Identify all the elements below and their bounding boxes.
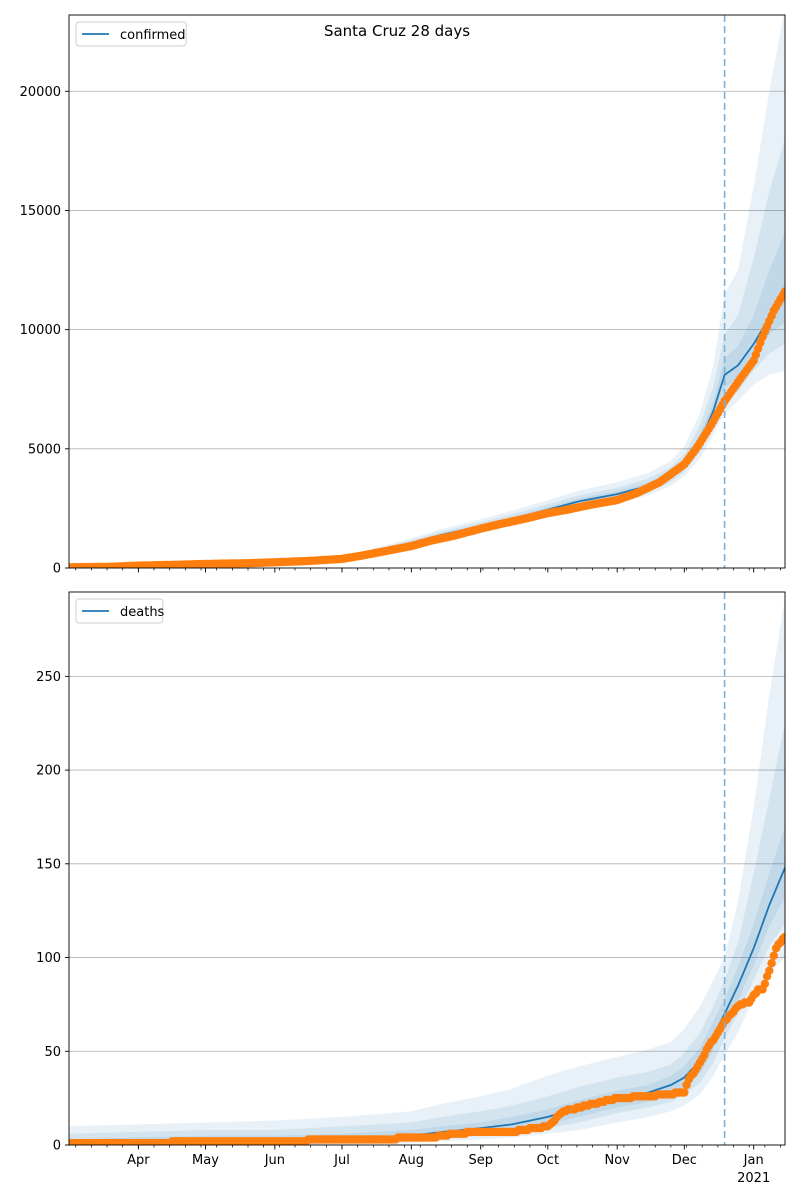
confidence-band [69,138,785,568]
observed-point [780,932,785,942]
observed-point [769,951,778,960]
y-tick-label: 5000 [28,442,61,457]
confidence-band [69,231,785,568]
x-year-label: 2021 [737,1171,770,1186]
y-tick-label: 10000 [20,323,61,338]
x-tick-label: Oct [537,1153,559,1168]
confirmed-panel: 0 5000 10000 15000 20000 confirmed [20,14,786,577]
legend-label: confirmed [120,28,186,43]
observed-point [760,979,770,988]
y-tick-label: 150 [36,857,61,872]
x-tick-label: Sep [468,1153,493,1168]
x-tick-label: Jul [333,1153,350,1168]
y-tick-label: 15000 [20,204,61,219]
legend-label: deaths [120,605,165,620]
observed-point [780,287,785,296]
y-tick-label: 0 [53,562,61,577]
x-tick-label: May [192,1153,219,1168]
plot-frame [68,14,786,569]
x-tick-label: Dec [672,1153,697,1168]
legend-box [75,598,164,624]
x-tick-label: Jun [264,1153,285,1168]
y-tick-label: 200 [36,764,61,779]
y-tick-label: 20000 [20,85,61,100]
x-tick-label: Apr [127,1153,150,1168]
confidence-band [69,15,785,568]
observed-point [680,1088,689,1097]
plot-frame [68,591,786,1146]
deaths-panel: 0 50 100 150 200 250 Apr May Jun Jul Aug Sep Oct Nov D… [36,591,786,1186]
x-tick-label: Aug [399,1153,424,1168]
legend-box [75,21,187,47]
y-tick-label: 250 [36,670,61,685]
chart-title: Santa Cruz 28 days [324,22,470,40]
model-line [69,293,785,568]
observed-point [767,959,776,968]
observed-point [765,966,774,975]
y-tick-label: 0 [53,1139,61,1154]
x-tick-label: Jan [743,1153,764,1168]
y-tick-label: 100 [36,951,61,966]
x-tick-label: Nov [605,1153,631,1168]
y-tick-label: 50 [44,1045,61,1060]
